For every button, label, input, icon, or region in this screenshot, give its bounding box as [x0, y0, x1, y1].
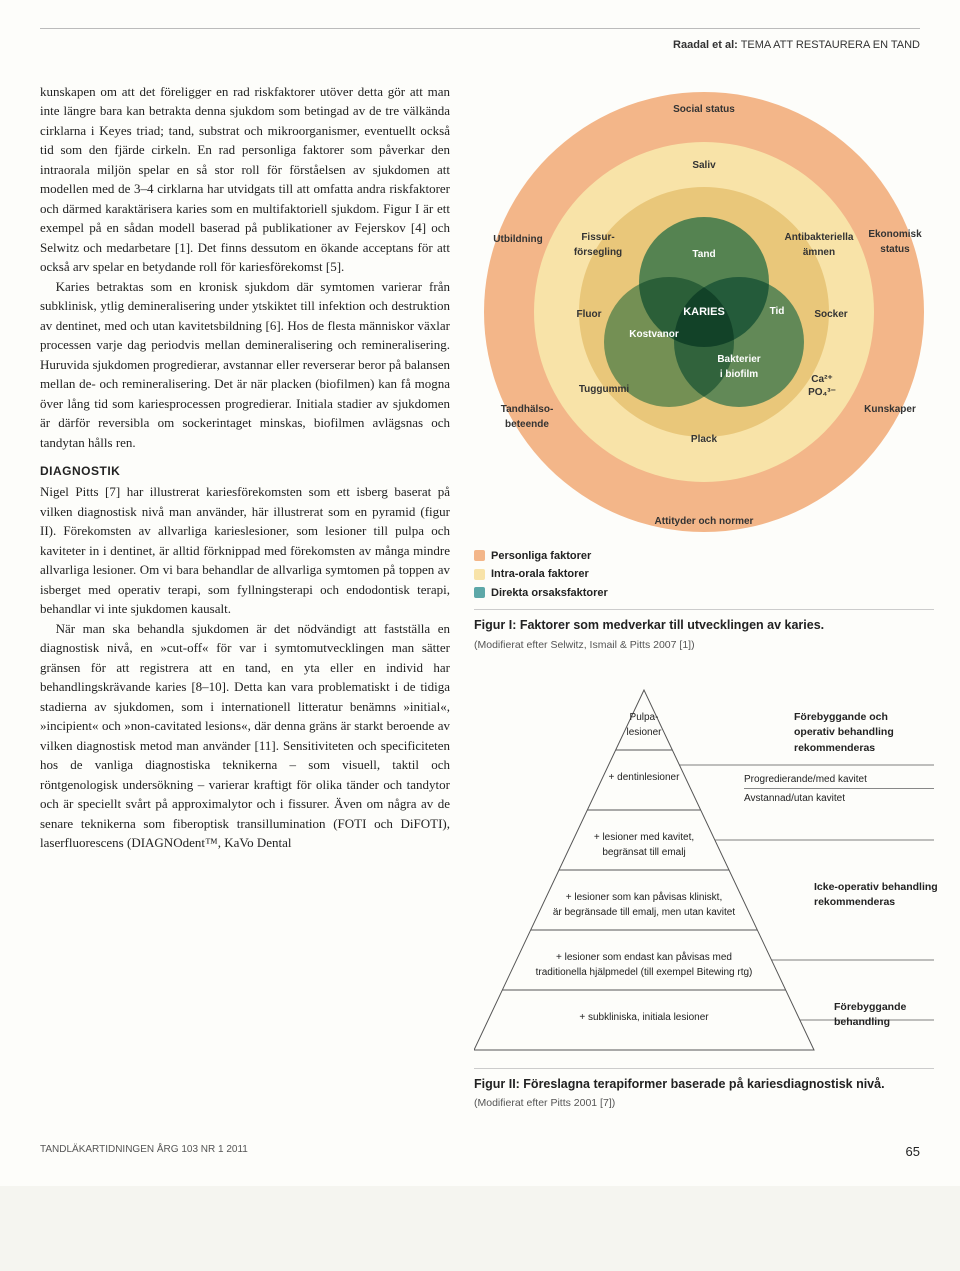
- lbl-tuggummi: Tuggummi: [574, 382, 634, 397]
- legend-item: Direkta orsaksfaktorer: [474, 585, 934, 602]
- figure-1-caption: Figur I: Faktorer som medverkar till utv…: [474, 609, 934, 654]
- figure-2-caption: Figur II: Föreslagna terapiformer basera…: [474, 1068, 934, 1113]
- lbl-attityder: Attityder och normer: [474, 514, 934, 529]
- legend-swatch: [474, 550, 485, 561]
- section-heading: DIAGNOSTIK: [40, 462, 450, 480]
- pyramid-level-label: Pulpa- lesioner: [474, 710, 814, 740]
- pyramid-level-label: + lesioner som endast kan påvisas med tr…: [474, 950, 814, 980]
- figure-1-diagram: Social status Utbildning Ekonomisk statu…: [474, 82, 934, 542]
- paragraph: När man ska behandla sjukdomen är det nö…: [40, 619, 450, 853]
- lbl-kostvanor: Kostvanor: [624, 327, 684, 342]
- figure-1-legend: Personliga faktorerIntra-orala faktorer D…: [474, 548, 934, 602]
- lbl-fissur: Fissur- försegling: [568, 230, 628, 260]
- figures-column: Social status Utbildning Ekonomisk statu…: [474, 82, 934, 1113]
- lbl-antibakt: Antibakteriella ämnen: [774, 230, 864, 260]
- figure-2-pyramid: Pulpa- lesioner+ dentinlesioner+ lesione…: [474, 680, 934, 1060]
- page-number: 65: [906, 1142, 920, 1162]
- lbl-socker: Socker: [806, 307, 856, 322]
- fig1-caption-text: Figur I: Faktorer som medverkar till utv…: [474, 618, 824, 632]
- body-text-column: kunskapen om att det föreligger en rad r…: [40, 82, 450, 1113]
- lbl-saliv: Saliv: [474, 158, 934, 173]
- lbl-karies: KARIES: [679, 304, 729, 321]
- venn-bakterier: [674, 277, 804, 407]
- lbl-tand: Tand: [674, 247, 734, 262]
- legend-item: Intra-orala faktorer: [474, 566, 934, 583]
- legend-label: Intra-orala faktorer: [491, 566, 589, 583]
- running-authors: Raadal et al:: [673, 39, 738, 51]
- running-head: Raadal et al: TEMA ATT RESTAURERA EN TAN…: [40, 37, 920, 54]
- journal-info: TANDLÄKARTIDNINGEN ÅRG 103 NR 1 2011: [40, 1142, 248, 1162]
- legend-item: Personliga faktorer: [474, 548, 934, 565]
- lbl-bakterier: Bakterier i biofilm: [704, 352, 774, 382]
- paragraph: Karies betraktas som en kronisk sjukdom …: [40, 277, 450, 453]
- page-footer: TANDLÄKARTIDNINGEN ÅRG 103 NR 1 2011 65: [40, 1142, 920, 1162]
- header-rule: [40, 28, 920, 29]
- lbl-utbildning: Utbildning: [488, 232, 548, 247]
- legend-label: Direkta orsaksfaktorer: [491, 585, 608, 602]
- lbl-fluor: Fluor: [564, 307, 614, 322]
- pyramid-level-label: + lesioner med kavitet, begränsat till e…: [474, 830, 814, 860]
- lbl-social-status: Social status: [474, 102, 934, 117]
- pyramid-level-label: + subkliniska, initiala lesioner: [474, 1010, 814, 1025]
- side-label-mid: Icke-operativ behandling rekommenderas: [814, 880, 954, 912]
- legend-swatch: [474, 569, 485, 580]
- columns: kunskapen om att det föreligger en rad r…: [40, 82, 920, 1113]
- paragraph: Nigel Pitts [7] har illustrerat kariesfö…: [40, 482, 450, 619]
- pyramid-level-label: + lesioner som kan påvisas kliniskt, är …: [474, 890, 814, 920]
- lbl-tid: Tid: [762, 304, 792, 319]
- side-label-bot: Förebyggande behandling: [834, 1000, 960, 1032]
- legend-label: Personliga faktorer: [491, 548, 591, 565]
- side-sub2: Avstannad/utan kavitet: [744, 788, 934, 806]
- paragraph: kunskapen om att det föreligger en rad r…: [40, 82, 450, 277]
- page: Raadal et al: TEMA ATT RESTAURERA EN TAN…: [0, 0, 960, 1186]
- lbl-kunskaper: Kunskaper: [860, 402, 920, 417]
- fig2-subcaption: (Modifierat efter Pitts 2001 [7]): [474, 1097, 615, 1109]
- running-title: TEMA ATT RESTAURERA EN TAND: [741, 39, 920, 51]
- side-label-top: Förebyggande och operativ behandling rek…: [794, 710, 934, 757]
- side-sub1: Progredierande/med kavitet: [744, 772, 934, 787]
- lbl-po4: PO₄³⁻: [802, 385, 842, 400]
- lbl-tandhalso: Tandhälso- beteende: [492, 402, 562, 432]
- legend-swatch: [474, 587, 485, 598]
- lbl-ekonomisk: Ekonomisk status: [864, 227, 926, 257]
- lbl-plack: Plack: [474, 432, 934, 447]
- fig2-caption-text: Figur II: Föreslagna terapiformer basera…: [474, 1077, 885, 1091]
- fig1-subcaption: (Modifierat efter Selwitz, Ismail & Pitt…: [474, 639, 695, 651]
- figure-2: Pulpa- lesioner+ dentinlesioner+ lesione…: [474, 680, 934, 1113]
